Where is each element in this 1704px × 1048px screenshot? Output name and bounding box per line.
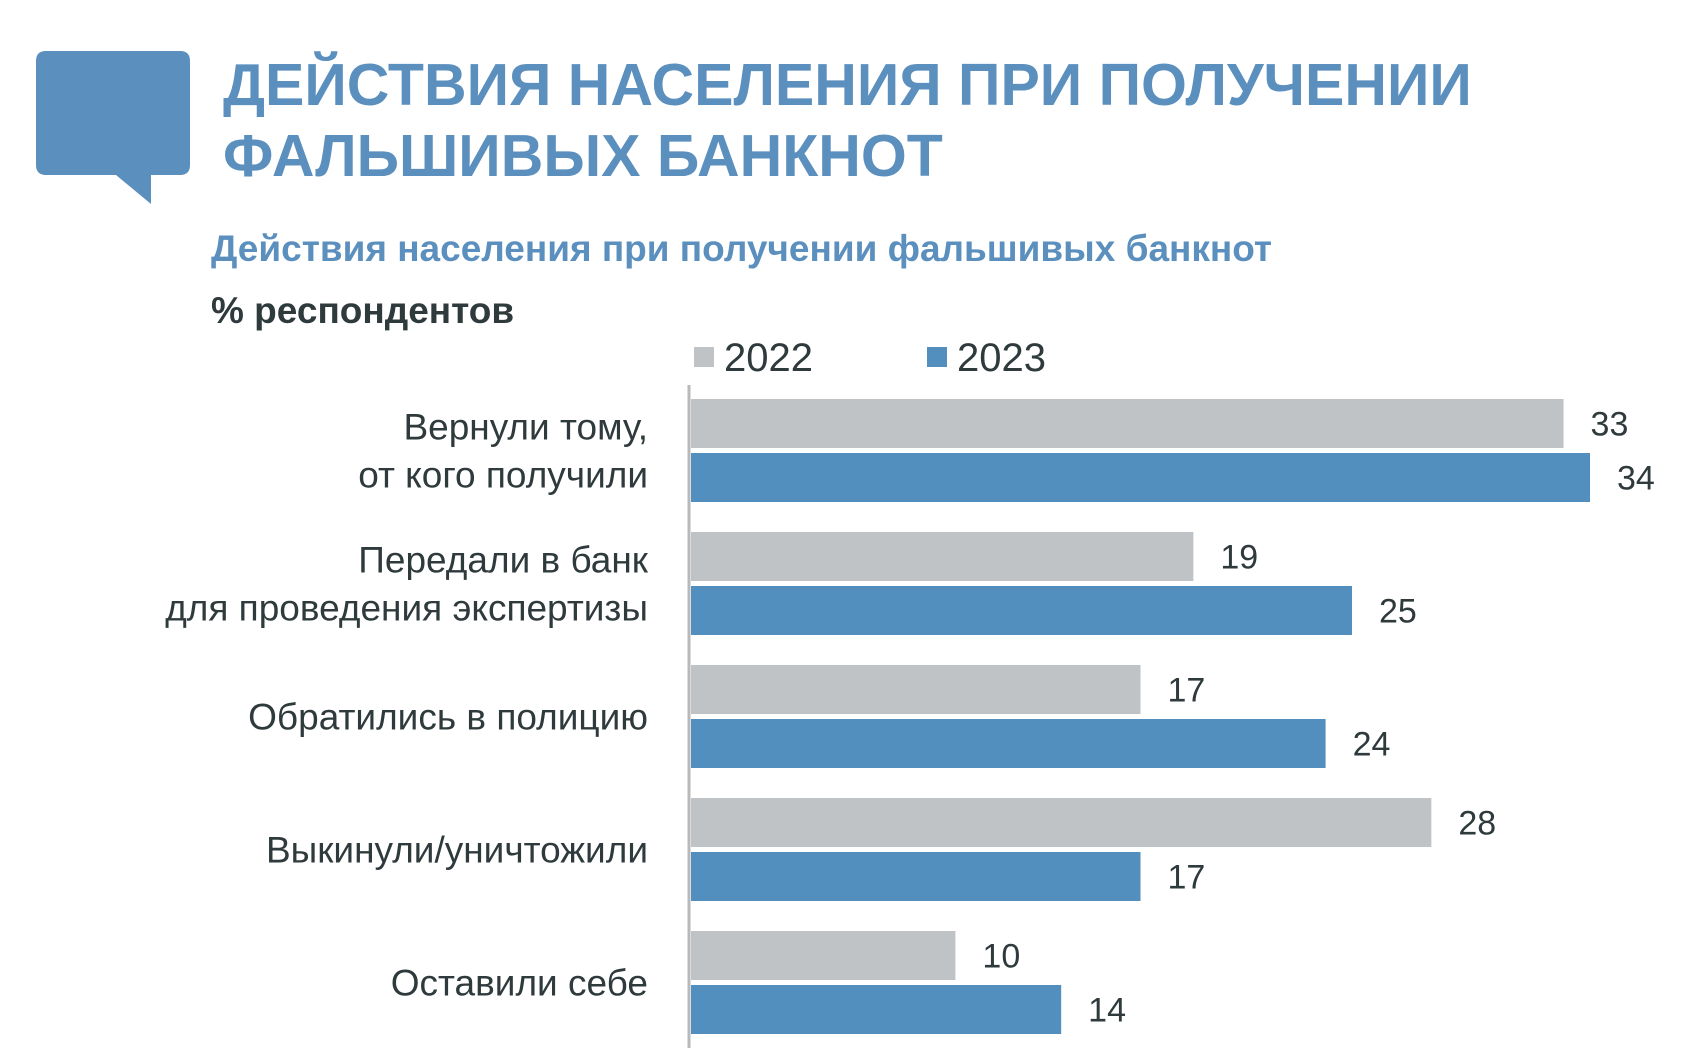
- bar-2022-2: [691, 532, 1194, 581]
- data-label-2023-1: 34: [1617, 460, 1655, 498]
- data-label-2023-2: 25: [1379, 593, 1417, 631]
- category-label-1-line-1: Вернули тому,: [403, 407, 648, 448]
- category-label-2-line-2: для проведения экспертизы: [165, 588, 648, 629]
- category-label-5: Оставили себе: [391, 963, 648, 1004]
- speech-bubble-icon: [36, 51, 190, 204]
- bar-2023-2: [691, 586, 1353, 635]
- bar-2022-5: [691, 931, 956, 980]
- chart-title: Действия населения при получении фальшив…: [211, 228, 1273, 269]
- legend-label-2023: 2023: [957, 336, 1046, 380]
- data-label-2022-1: 33: [1591, 406, 1629, 444]
- data-label-2023-3: 24: [1353, 726, 1391, 764]
- data-label-2022-2: 19: [1220, 539, 1258, 577]
- page-title-line-2: ФАЛЬШИВЫХ БАНКНОТ: [223, 123, 943, 189]
- category-label-1-line-2: от кого получили: [358, 455, 648, 496]
- bar-2023-1: [691, 453, 1590, 502]
- legend-swatch-2022: [694, 347, 714, 367]
- legend-swatch-2023: [927, 347, 947, 367]
- bar-2023-5: [691, 985, 1062, 1034]
- category-label-2-line-1: Передали в банк: [358, 540, 649, 581]
- page-title: ДЕЙСТВИЯ НАСЕЛЕНИЯ ПРИ ПОЛУЧЕНИИ ФАЛЬШИВ…: [223, 50, 1663, 192]
- page-title-line-1: ДЕЙСТВИЯ НАСЕЛЕНИЯ ПРИ ПОЛУЧЕНИИ: [223, 52, 1472, 118]
- bar-2022-1: [691, 399, 1564, 448]
- category-label-4: Выкинули/уничтожили: [266, 830, 648, 871]
- chart-unit-label: % респондентов: [211, 290, 515, 331]
- data-label-2023-5: 14: [1088, 992, 1126, 1030]
- data-label-2022-4: 28: [1458, 805, 1496, 843]
- data-label-2022-5: 10: [982, 938, 1020, 976]
- bar-2023-3: [691, 719, 1326, 768]
- data-label-2023-4: 17: [1168, 859, 1206, 897]
- bar-2022-3: [691, 665, 1141, 714]
- legend-label-2022: 2022: [724, 336, 813, 380]
- bar-2023-4: [691, 852, 1141, 901]
- bar-2022-4: [691, 798, 1432, 847]
- data-label-2022-3: 17: [1168, 672, 1206, 710]
- category-label-3: Обратились в полицию: [248, 697, 648, 738]
